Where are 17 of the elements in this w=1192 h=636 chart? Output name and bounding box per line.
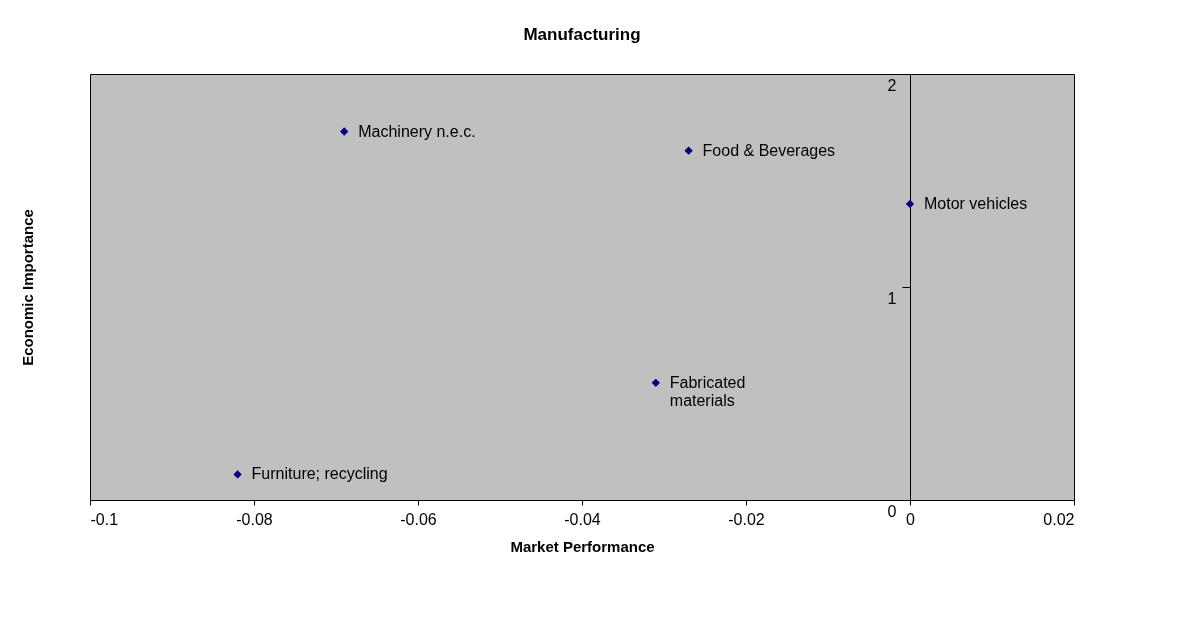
x-tick-label: -0.04 bbox=[564, 510, 601, 528]
annotation: Motor vehicles bbox=[924, 194, 1028, 212]
x-tick-label: 0.02 bbox=[1043, 510, 1075, 528]
y-axis-title: Economic Importance bbox=[18, 209, 36, 366]
x-tick-label: 0 bbox=[906, 510, 916, 528]
x-axis-title: Market Performance bbox=[510, 537, 655, 555]
annotation: Furniture; recycling bbox=[251, 465, 388, 483]
annotation: Food & Beverages bbox=[702, 141, 836, 159]
y-tick-label: 1 bbox=[887, 289, 897, 307]
x-tick-label: -0.1 bbox=[90, 510, 119, 528]
annotation: Machinery n.e.c. bbox=[358, 122, 476, 140]
x-tick-label: -0.02 bbox=[728, 510, 765, 528]
x-tick-label: -0.08 bbox=[236, 510, 273, 528]
x-tick-label: -0.06 bbox=[400, 510, 437, 528]
annotation: Fabricated materials bbox=[669, 373, 746, 409]
chart-title: Manufacturing bbox=[523, 24, 641, 44]
y-tick-label: 2 bbox=[887, 76, 897, 94]
